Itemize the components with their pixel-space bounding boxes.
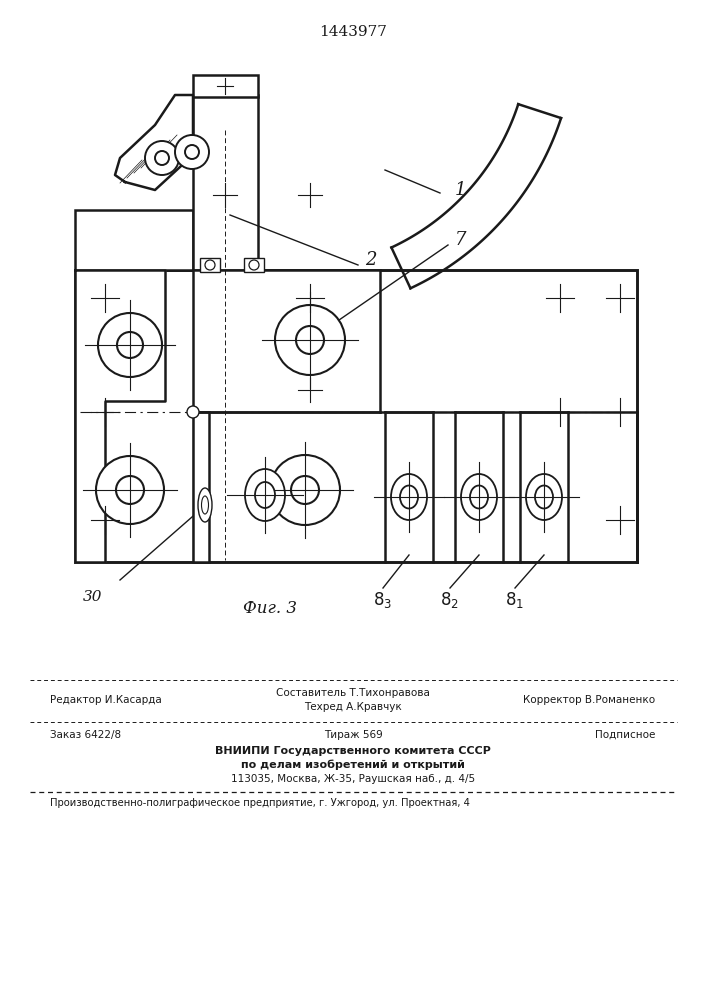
Text: 30: 30 [83,590,103,604]
Circle shape [175,135,209,169]
Circle shape [185,145,199,159]
Text: Тираж 569: Тираж 569 [324,730,382,740]
Circle shape [296,326,324,354]
Text: 1: 1 [455,181,467,199]
Bar [193,75,258,97]
Text: Редактор И.Касарда: Редактор И.Касарда [50,695,162,705]
Text: 113035, Москва, Ж-35, Раушская наб., д. 4/5: 113035, Москва, Ж-35, Раушская наб., д. … [231,774,475,784]
Text: Составитель Т.Тихонравова: Составитель Т.Тихонравова [276,688,430,698]
Text: $8_1$: $8_1$ [506,590,525,610]
Circle shape [270,455,340,525]
Text: Фиг. 3: Фиг. 3 [243,600,297,617]
Text: Заказ 6422/8: Заказ 6422/8 [50,730,121,740]
Text: $8_2$: $8_2$ [440,590,460,610]
Circle shape [187,406,199,418]
Ellipse shape [400,486,418,508]
Bar [193,412,209,562]
Text: Производственно-полиграфическое предприятие, г. Ужгород, ул. Проектная, 4: Производственно-полиграфическое предприя… [50,798,470,808]
Polygon shape [115,95,193,190]
Circle shape [96,456,164,524]
Bar [193,412,208,562]
Text: Корректор В.Романенко: Корректор В.Романенко [523,695,655,705]
Circle shape [145,141,179,175]
Ellipse shape [470,486,488,508]
Bar [75,270,637,562]
Ellipse shape [391,474,427,520]
Circle shape [117,332,143,358]
Text: 1443977: 1443977 [319,25,387,39]
Ellipse shape [526,474,562,520]
Circle shape [275,305,345,375]
Text: по делам изобретений и открытий: по делам изобретений и открытий [241,760,465,770]
Bar [193,270,380,412]
Text: Техред А.Кравчук: Техред А.Кравчук [304,702,402,712]
Circle shape [98,313,162,377]
Text: 7: 7 [455,231,467,249]
Ellipse shape [535,486,553,508]
Circle shape [249,260,259,270]
Ellipse shape [201,496,209,514]
Ellipse shape [198,488,212,522]
Circle shape [116,476,144,504]
Circle shape [205,260,215,270]
Bar [200,258,220,272]
Bar [75,210,193,270]
Text: Подписное: Подписное [595,730,655,740]
Text: ВНИИПИ Государственного комитета СССР: ВНИИПИ Государственного комитета СССР [215,746,491,756]
Text: 2: 2 [365,251,377,269]
Polygon shape [75,270,165,562]
Ellipse shape [255,482,275,508]
Bar [193,412,208,562]
Bar [193,95,258,270]
Ellipse shape [461,474,497,520]
Ellipse shape [245,469,285,521]
Text: $8_3$: $8_3$ [373,590,392,610]
Circle shape [155,151,169,165]
Circle shape [291,476,319,504]
Bar [244,258,264,272]
